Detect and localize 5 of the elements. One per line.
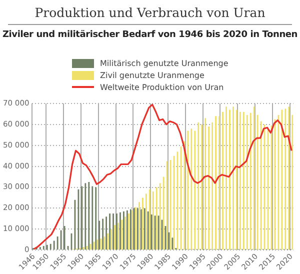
- legend-label: Weltweite Produktion von Uran: [100, 82, 224, 92]
- legend-label: Militärisch genutzte Uranmenge: [100, 58, 228, 68]
- chart-title: Produktion und Verbrauch von Uran: [8, 0, 292, 25]
- chart-subtitle: Ziviler und militärischer Bedarf von 1946 bis 2020 in Tonnen: [1, 30, 299, 40]
- legend-label: Zivil genutzte Uranmenge: [100, 70, 204, 80]
